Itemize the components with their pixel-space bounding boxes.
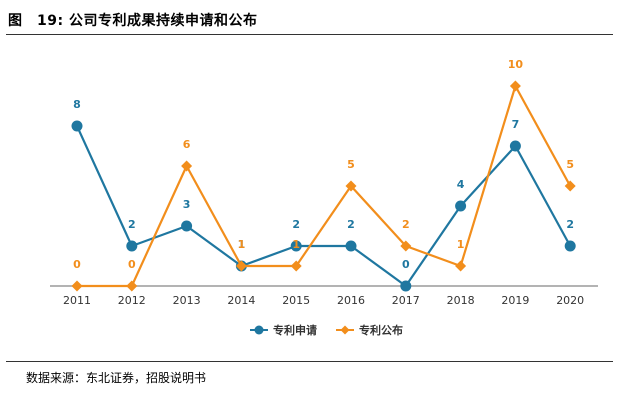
- data-label: 6: [183, 138, 191, 151]
- data-label: 1: [238, 238, 246, 251]
- data-point: [509, 140, 521, 152]
- x-tick-label: 2014: [227, 294, 255, 307]
- data-point: [181, 160, 193, 172]
- x-tick-label: 2013: [173, 294, 201, 307]
- source-rule: [6, 361, 613, 362]
- legend-label: 专利申请: [273, 323, 317, 337]
- data-point: [455, 260, 467, 272]
- x-tick-label: 2018: [447, 294, 475, 307]
- data-point: [235, 260, 247, 272]
- data-point: [564, 240, 576, 252]
- data-point: [509, 80, 521, 92]
- data-label: 8: [73, 98, 81, 111]
- data-label: 2: [128, 218, 136, 231]
- legend-label: 专利公布: [359, 323, 403, 337]
- data-point: [400, 280, 412, 292]
- source-note: 数据来源：东北证券，招股说明书: [26, 371, 207, 385]
- legend-diamond-icon: [340, 325, 350, 335]
- data-label: 0: [128, 258, 136, 271]
- data-label: 2: [292, 218, 300, 231]
- data-label: 0: [402, 258, 410, 271]
- data-label: 2: [347, 218, 355, 231]
- data-label: 5: [566, 158, 574, 171]
- data-point: [290, 240, 302, 252]
- data-label: 4: [457, 178, 465, 191]
- line-chart: 2011 2012 2013 2014 2015 2016 2017 2018 2019 2020…: [50, 58, 598, 337]
- x-tick-label: 2015: [282, 294, 310, 307]
- data-label: 0: [73, 258, 81, 271]
- data-point: [290, 260, 302, 272]
- data-label: 5: [347, 158, 355, 171]
- data-point: [71, 120, 83, 132]
- series-line-2: [77, 84, 572, 288]
- x-tick-label: 2011: [63, 294, 91, 307]
- data-label: 10: [508, 58, 524, 71]
- data-point: [564, 180, 576, 192]
- legend-circle-icon: [254, 325, 264, 335]
- data-label: 1: [457, 238, 465, 251]
- x-tick-label: 2020: [556, 294, 584, 307]
- x-tick-label: 2016: [337, 294, 365, 307]
- data-point: [400, 240, 412, 252]
- data-label: 7: [512, 118, 520, 131]
- data-point: [345, 240, 357, 252]
- data-label: 2: [566, 218, 574, 231]
- data-point: [181, 220, 193, 232]
- data-point: [345, 180, 357, 192]
- title-rule: [6, 34, 613, 35]
- data-point: [455, 200, 467, 212]
- data-point: [126, 280, 138, 292]
- data-label: 2: [402, 218, 410, 231]
- data-label: 1: [238, 238, 246, 251]
- data-label: 3: [183, 198, 191, 211]
- x-tick-label: 2019: [501, 294, 529, 307]
- data-point: [126, 240, 138, 252]
- x-tick-label: 2012: [118, 294, 146, 307]
- data-point: [71, 280, 83, 292]
- data-label: 1: [292, 238, 300, 251]
- x-tick-label: 2017: [392, 294, 420, 307]
- figure-title: 图 19: 公司专利成果持续申请和公布: [8, 13, 258, 29]
